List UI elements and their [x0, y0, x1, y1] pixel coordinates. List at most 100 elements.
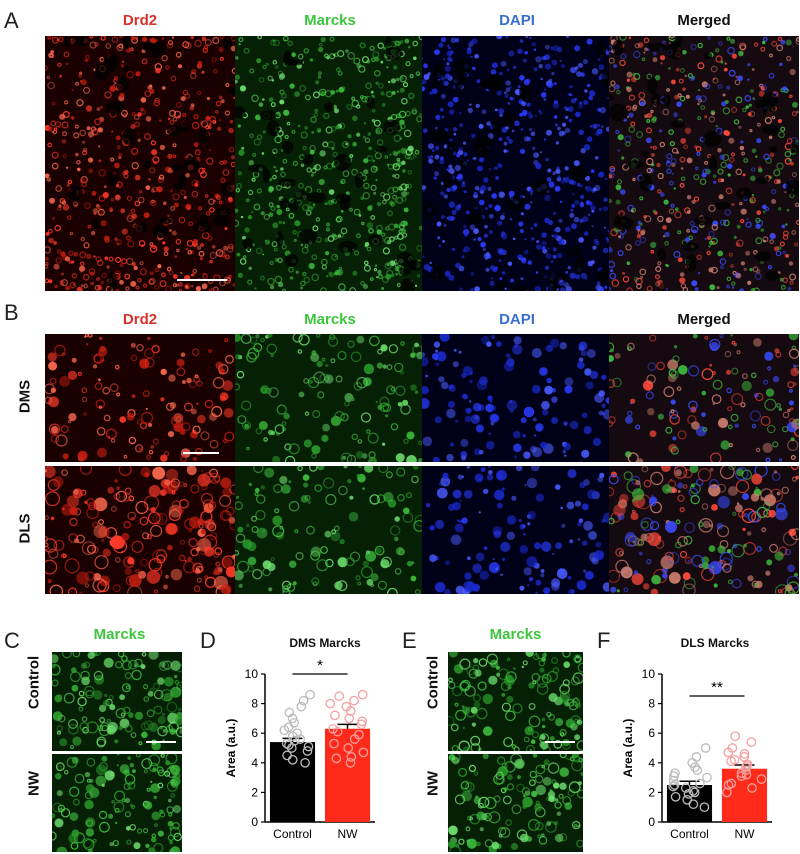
panel-b-dms-merged-image	[609, 334, 799, 462]
panel-c-scale-bar	[146, 741, 176, 743]
data-point	[756, 774, 767, 784]
data-point	[303, 741, 314, 752]
data-point	[296, 701, 307, 712]
y-tick-label: 4	[648, 756, 655, 770]
data-point	[668, 781, 679, 792]
tile-texture	[45, 334, 235, 462]
y-tick-label: 0	[251, 815, 258, 829]
panel-c-control-image	[52, 652, 182, 751]
data-point	[739, 749, 750, 759]
panel-a-dapi-image	[422, 36, 609, 291]
panel-c-title: Marcks	[93, 626, 146, 643]
panel-c-letter: C	[4, 628, 20, 653]
tile-texture	[609, 466, 799, 594]
y-tick-label: 4	[251, 756, 258, 770]
panel-c-row-label-control: Control	[25, 655, 43, 710]
data-point	[670, 791, 681, 802]
data-point	[328, 723, 338, 734]
significance-marker: *	[317, 657, 323, 674]
panel-b-row-label-dls: DLS	[16, 513, 34, 544]
data-point	[346, 752, 357, 762]
x-tick-label: NW	[338, 827, 359, 841]
x-tick-label: Control	[670, 827, 709, 841]
panel-b-dms-dapi-image	[422, 334, 609, 462]
data-point	[289, 717, 300, 728]
panel-a-merged-image	[609, 36, 799, 291]
tile-texture	[609, 334, 799, 462]
tile-texture	[422, 466, 609, 594]
data-point	[689, 787, 700, 798]
data-point	[334, 691, 345, 702]
panel-a-label-dapi: DAPI	[499, 12, 535, 29]
panel-b-row-label-dms: DMS	[16, 379, 34, 414]
y-tick-label: 8	[251, 697, 258, 711]
data-point	[302, 746, 313, 756]
data-point	[349, 695, 359, 706]
bar-nw	[324, 728, 371, 822]
chart-f-title: DLS Marcks	[680, 636, 750, 650]
data-point	[343, 743, 354, 753]
y-tick-label: 10	[245, 667, 259, 681]
data-point	[329, 738, 339, 749]
tile-texture	[45, 36, 235, 291]
panel-b-dms-marcks-image	[235, 334, 422, 462]
data-point	[331, 753, 342, 764]
data-point	[325, 698, 336, 709]
panel-b-dms-drd2-image	[45, 334, 235, 462]
y-axis-label: Area (a.u.)	[621, 719, 635, 778]
data-point	[357, 689, 368, 700]
data-point	[305, 689, 315, 700]
data-point	[729, 754, 740, 765]
data-point	[727, 743, 738, 753]
data-point	[358, 747, 369, 758]
panel-c-row-label-nw: NW	[25, 771, 43, 796]
tile-texture	[235, 466, 422, 594]
y-tick-label: 6	[251, 726, 258, 740]
chart-f: 0 2 4 6 8 10 Area (a.u.) Control NW **	[621, 667, 772, 841]
panel-e-control-image	[448, 652, 583, 751]
data-point	[723, 780, 734, 790]
y-tick-label: 10	[642, 667, 656, 681]
tile-texture	[422, 36, 609, 291]
data-point	[746, 737, 757, 747]
data-point	[298, 695, 309, 706]
panel-b-scale-bar	[183, 452, 219, 454]
data-point	[670, 768, 680, 779]
data-point	[300, 757, 310, 768]
tile-texture	[609, 36, 799, 291]
tile-texture	[235, 334, 422, 462]
panel-b-dls-dapi-image	[422, 466, 609, 594]
panel-e-letter: E	[402, 628, 417, 653]
panel-b-dls-merged-image	[609, 466, 799, 594]
data-point	[722, 787, 732, 798]
data-point	[330, 710, 340, 721]
tile-texture	[235, 36, 422, 291]
panel-c-nw-image	[52, 754, 182, 852]
data-point	[691, 752, 702, 762]
panel-b-dls-marcks-image	[235, 466, 422, 594]
data-point	[345, 757, 356, 768]
x-tick-label: Control	[273, 827, 312, 841]
panel-e-nw-image	[448, 754, 583, 852]
data-point	[341, 701, 352, 712]
panel-f-letter: F	[597, 628, 611, 653]
panel-b-label-drd2: Drd2	[122, 311, 158, 328]
data-point	[284, 707, 295, 718]
panel-d-letter: D	[200, 628, 216, 653]
tile-texture	[45, 466, 235, 594]
data-point	[282, 750, 292, 761]
tile-texture	[52, 652, 182, 751]
panel-b-label-marcks: Marcks	[304, 311, 356, 328]
panel-a-scale-bar	[177, 279, 227, 281]
data-point	[747, 783, 757, 793]
data-point	[695, 778, 705, 789]
y-tick-label: 6	[648, 726, 655, 740]
y-tick-label: 8	[648, 697, 655, 711]
tile-texture	[448, 652, 583, 751]
panel-b-letter: B	[4, 300, 19, 325]
panel-a-label-merged: Merged	[677, 12, 731, 29]
panel-a-drd2-image	[45, 36, 235, 291]
panel-a-label-marcks: Marcks	[304, 12, 356, 29]
y-tick-label: 2	[648, 785, 655, 799]
data-point	[730, 731, 741, 742]
